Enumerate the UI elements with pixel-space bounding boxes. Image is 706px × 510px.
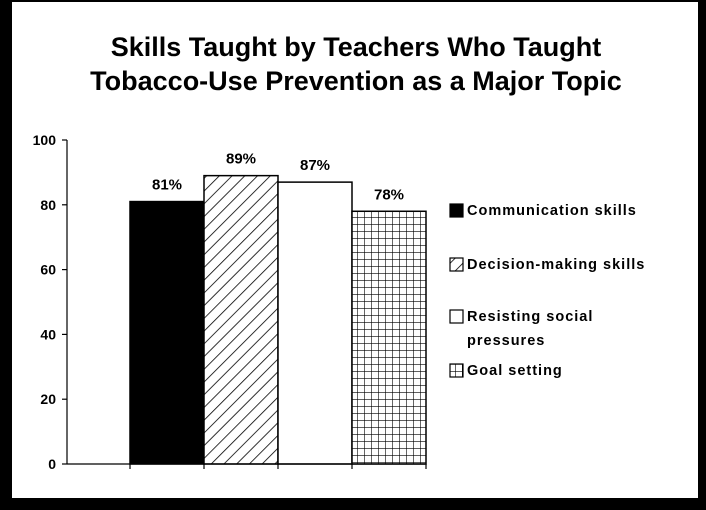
y-tick-label-20: 20 (40, 391, 56, 407)
legend-label-3-line-1: Resisting social (467, 309, 593, 325)
plot-area: 81% 89% 87% 78% 0 20 40 60 80 100 (33, 132, 427, 472)
bar-3 (277, 181, 353, 465)
data-label-2: 89% (226, 151, 256, 168)
chart-title-line-1: Skills Taught by Teachers Who Taught (110, 32, 602, 62)
data-label-1: 81% (152, 177, 182, 194)
bar-4 (351, 210, 427, 465)
legend-label-4: Goal setting (467, 363, 563, 379)
y-tick-label-60: 60 (40, 262, 56, 278)
y-tick-label-40: 40 (40, 326, 56, 342)
y-tick-label-100: 100 (33, 132, 57, 148)
legend-label-1: Communication skills (467, 203, 637, 219)
legend-swatch-2 (449, 257, 464, 272)
chart-title-line-2: Tobacco-Use Prevention as a Major Topic (90, 66, 622, 96)
chart-title: Skills Taught by Teachers Who Taught Tob… (12, 30, 700, 98)
bar-2 (203, 174, 279, 465)
legend-label-2: Decision-making skills (467, 257, 645, 273)
y-tick-label-80: 80 (40, 197, 56, 213)
data-label-4: 78% (374, 186, 404, 203)
y-tick-label-0: 0 (48, 456, 56, 472)
data-label-3: 87% (300, 157, 330, 174)
legend-label-3-line-2: pressures (467, 333, 545, 349)
legend-swatch-1 (449, 203, 464, 218)
legend: Communication skills Decision-making skil… (449, 203, 645, 379)
legend-swatch-4 (449, 363, 464, 378)
legend-swatch-3 (449, 309, 464, 324)
bar-1 (129, 200, 205, 465)
